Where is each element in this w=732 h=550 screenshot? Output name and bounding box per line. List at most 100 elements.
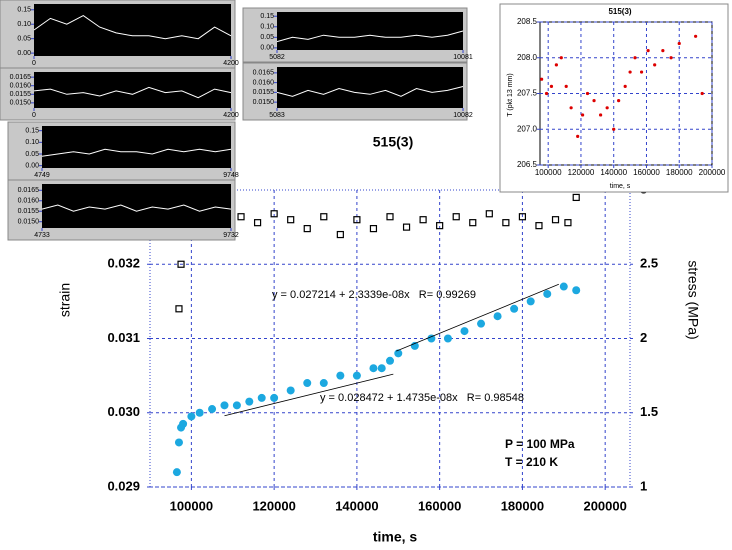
point [543, 289, 552, 298]
point [605, 106, 609, 110]
panel-plot [277, 67, 463, 108]
point [237, 213, 245, 221]
point [336, 230, 344, 239]
y-tick-label: 0.00 [25, 163, 39, 170]
y-tick-label: 0.0165 [18, 187, 40, 194]
point [612, 127, 616, 131]
point [510, 304, 519, 313]
y2-tick-label: 2 [640, 330, 647, 345]
point [179, 419, 188, 428]
y-tick-label: 0.05 [17, 36, 31, 43]
point [677, 41, 681, 46]
point [572, 286, 581, 295]
point [174, 438, 183, 447]
point [394, 349, 403, 358]
y-tick-label: 0.0150 [10, 100, 32, 107]
x-tick-label: 200000 [699, 168, 726, 177]
trace [276, 86, 464, 97]
y-tick-label: 206.5 [517, 160, 538, 169]
point [700, 91, 704, 96]
trace [33, 86, 232, 99]
x-tick-label: 10081 [453, 54, 473, 61]
y-tick-label: 0.10 [25, 139, 39, 146]
panel-plot [42, 126, 231, 168]
x-tick-label: 180000 [666, 168, 693, 177]
point [469, 219, 477, 227]
y-axis-label: strain [57, 283, 73, 317]
trace [41, 204, 232, 212]
y-tick-label: 0.00 [17, 50, 31, 57]
panel-plot [34, 72, 231, 108]
x-tick-label: 4200 [223, 60, 239, 67]
point [286, 386, 295, 395]
point [245, 397, 254, 406]
y2-tick-label: 1 [640, 478, 647, 493]
y-tick-label: 208.5 [517, 17, 538, 26]
point [386, 213, 394, 221]
chart-title: 515(3) [373, 134, 413, 150]
y-tick-label: 0.0155 [18, 208, 40, 215]
point [502, 219, 510, 227]
point [303, 379, 312, 388]
y-axis-label: T (pkt 13 mm) [507, 73, 514, 116]
y2-tick-label: 1.5 [640, 404, 658, 419]
x-tick-label: 0 [32, 60, 36, 67]
point [585, 91, 590, 96]
point [253, 219, 262, 227]
x-tick-label: 0 [32, 112, 36, 119]
point [195, 408, 204, 417]
y2-axis-label: stress (MPa) [685, 260, 701, 339]
point [460, 327, 469, 336]
x-axis-label: time, s [373, 529, 418, 545]
point [639, 70, 644, 74]
y-tick-label: 0.031 [107, 330, 140, 345]
x-tick-label: 200000 [583, 498, 626, 513]
point [386, 356, 394, 365]
y-tick-label: 0.0150 [253, 99, 275, 106]
point [303, 225, 311, 233]
point [669, 56, 673, 60]
trace [41, 148, 232, 157]
point [564, 219, 572, 227]
y-tick-label: 0.15 [25, 128, 39, 135]
point [353, 216, 361, 224]
point [220, 401, 229, 410]
x-tick-label: 5082 [269, 54, 285, 61]
y-tick-label: 0.00 [260, 45, 274, 52]
point [694, 34, 698, 38]
point [564, 84, 568, 88]
point [572, 193, 580, 202]
x-tick-label: 120000 [568, 168, 595, 177]
y-tick-label: 0.0155 [253, 89, 275, 96]
y-tick-label: 0.032 [107, 256, 140, 271]
x-tick-label: 160000 [418, 498, 461, 513]
point [419, 216, 427, 224]
point [320, 213, 328, 221]
point [628, 70, 632, 74]
point [646, 49, 650, 53]
point [551, 216, 560, 224]
point [661, 49, 665, 53]
point [617, 99, 621, 103]
x-tick-label: 100000 [535, 168, 562, 177]
point [569, 106, 573, 110]
point [576, 134, 580, 138]
point [336, 371, 345, 380]
point [270, 210, 278, 218]
y-tick-label: 0.10 [17, 21, 31, 28]
point [187, 412, 196, 421]
y-tick-label: 0.10 [260, 24, 274, 31]
annotation: P = 100 MPa [505, 437, 575, 451]
point [208, 405, 217, 414]
point [549, 84, 554, 88]
point [352, 371, 361, 380]
x-axis-label: time, s [610, 183, 631, 190]
y-tick-label: 0.05 [260, 34, 274, 41]
point [452, 213, 460, 221]
x-tick-label: 4749 [34, 172, 50, 179]
point [477, 319, 486, 328]
annotation: T = 210 K [505, 455, 558, 469]
x-tick-label: 4733 [34, 232, 50, 239]
point [592, 99, 596, 103]
